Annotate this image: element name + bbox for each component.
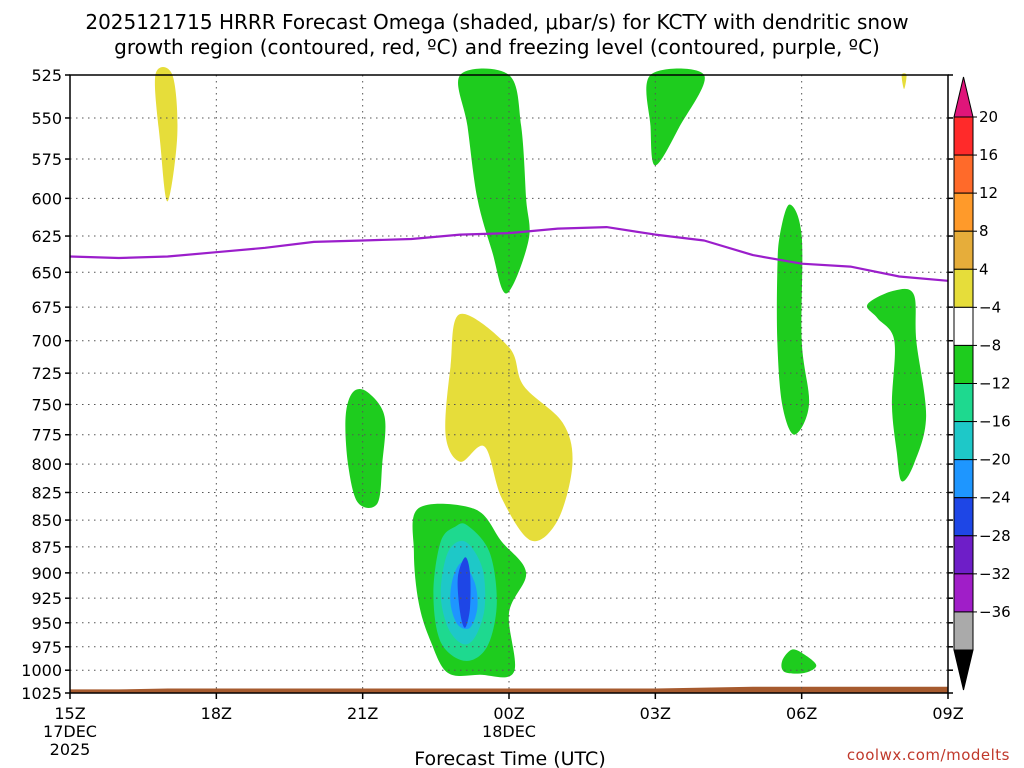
y-tick-label: 675: [31, 298, 62, 317]
y-tick-label: 525: [31, 66, 62, 85]
x-tick-year: 2025: [50, 740, 91, 759]
x-tick-label: 15Z: [54, 704, 85, 723]
colorbar-swatch: [953, 192, 974, 232]
y-tick-label: 825: [31, 483, 62, 502]
omega-region-13: [457, 557, 471, 628]
omega-shaded-regions: [154, 67, 927, 678]
y-tick-label: 975: [31, 638, 62, 657]
y-tick-label: 600: [31, 189, 62, 208]
terrain-layer: [70, 686, 948, 693]
colorbar-swatch: [953, 497, 974, 537]
colorbar-bottom-arrow: [953, 649, 974, 691]
colorbar-label: −32: [979, 565, 1011, 583]
colorbar-swatch: [953, 154, 974, 194]
omega-region-6: [866, 288, 927, 482]
colorbar-swatch: [953, 459, 974, 499]
omega-region-0: [154, 67, 178, 202]
x-tick-label: 18Z: [201, 704, 232, 723]
y-axis-ticks: 525 550 575 600 625 650 675 700 725 750 775 800 825 8…: [21, 66, 953, 703]
colorbar-swatch: [953, 383, 974, 423]
y-tick-label: 1025: [21, 684, 62, 703]
freezing-level-layer: [69, 226, 949, 282]
colorbar-label: −8: [979, 336, 1001, 354]
y-tick-label: 700: [31, 332, 62, 351]
colorbar: 20 16 12 8 4 −4 −8 −12 −16 −20 −24 −28 −32 −36: [953, 76, 1011, 691]
y-tick-label: 775: [31, 426, 62, 445]
x-tick-label: 06Z: [786, 704, 817, 723]
title-line-2: growth region (contoured, red, ºC) and f…: [114, 35, 880, 59]
title-line-1: 2025121715 HRRR Forecast Omega (shaded, …: [85, 10, 908, 34]
y-tick-label: 925: [31, 589, 62, 608]
x-tick-label: 00Z: [493, 704, 524, 723]
colorbar-swatch: [953, 611, 974, 651]
y-tick-label: 1000: [21, 661, 62, 680]
colorbar-label: −28: [979, 527, 1011, 545]
colorbar-label: −36: [979, 603, 1011, 621]
x-tick-label: 03Z: [640, 704, 671, 723]
x-axis-label: Forecast Time (UTC): [414, 748, 605, 768]
colorbar-label: 16: [979, 146, 998, 164]
colorbar-label: −20: [979, 451, 1011, 469]
colorbar-label: −12: [979, 375, 1011, 393]
freezing-level-line: [69, 226, 949, 282]
y-tick-label: 750: [31, 395, 62, 414]
colorbar-label: 4: [979, 260, 989, 278]
y-tick-label: 650: [31, 263, 62, 282]
omega-region-1: [901, 73, 907, 89]
omega-region-4: [646, 68, 705, 166]
colorbar-label: −24: [979, 489, 1011, 507]
omega-region-3: [458, 68, 530, 294]
colorbar-swatch: [953, 573, 974, 613]
x-tick-date: 18DEC: [482, 722, 536, 741]
colorbar-swatch: [953, 116, 974, 156]
y-tick-label: 725: [31, 364, 62, 383]
y-tick-label: 800: [31, 455, 62, 474]
y-tick-label: 575: [31, 150, 62, 169]
colorbar-swatch: [953, 421, 974, 461]
terrain-fill: [70, 686, 948, 693]
colorbar-swatch: [953, 344, 974, 384]
credit-text: coolwx.com/modelts: [847, 746, 1010, 764]
y-tick-label: 900: [31, 564, 62, 583]
colorbar-swatch: [953, 306, 974, 346]
x-tick-label: 21Z: [347, 704, 378, 723]
y-tick-label: 625: [31, 227, 62, 246]
colorbar-label: 20: [979, 108, 998, 126]
omega-region-7: [345, 389, 386, 508]
colorbar-label: 8: [979, 222, 989, 240]
colorbar-swatch: [953, 535, 974, 575]
omega-region-9: [781, 649, 817, 674]
x-tick-label: 09Z: [932, 704, 963, 723]
y-tick-label: 850: [31, 511, 62, 530]
y-tick-label: 550: [31, 109, 62, 128]
omega-region-5: [776, 204, 810, 435]
colorbar-label: −4: [979, 298, 1001, 316]
grid-lines: [70, 75, 948, 693]
colorbar-top-arrow: [953, 76, 974, 118]
y-tick-label: 875: [31, 538, 62, 557]
omega-region-2: [445, 313, 573, 542]
colorbar-swatch: [953, 230, 974, 270]
colorbar-label: −16: [979, 413, 1011, 431]
x-tick-date: 17DEC: [43, 722, 97, 741]
y-tick-label: 950: [31, 614, 62, 633]
colorbar-swatch: [953, 268, 974, 308]
colorbar-label: 12: [979, 184, 998, 202]
